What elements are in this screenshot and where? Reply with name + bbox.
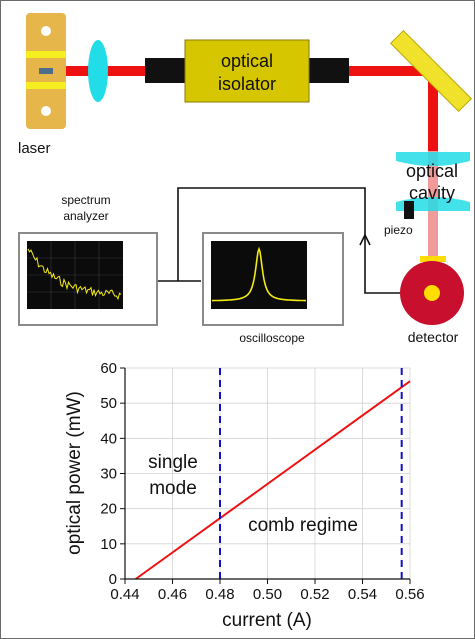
y-tick-label: 60 xyxy=(100,360,117,377)
isolator-left-port xyxy=(145,58,185,83)
wire-feedback-to-piezo xyxy=(177,187,366,281)
oscilloscope: oscilloscope xyxy=(202,232,344,345)
spectrum-analyzer: spectrum analyzer xyxy=(18,193,158,326)
y-tick-label: 50 xyxy=(100,395,117,412)
optical-isolator: optical isolator xyxy=(145,39,349,103)
spectrum-label-line2: analyzer xyxy=(63,209,108,223)
chart-series xyxy=(135,380,411,580)
spectrum-trace xyxy=(27,248,122,301)
laser-stripe-bottom xyxy=(26,82,66,89)
chart-axes xyxy=(124,368,410,580)
setup-schematic: laser optical isolator optical cavity pi… xyxy=(18,13,473,345)
cavity-label-line2: cavity xyxy=(409,183,455,203)
x-tick-label: 0.56 xyxy=(395,586,424,603)
x-tick-label: 0.50 xyxy=(253,586,282,603)
beam-vertical xyxy=(428,71,438,151)
isolator-body xyxy=(184,39,310,103)
x-tick-label: 0.46 xyxy=(158,586,187,603)
y-tick-label: 30 xyxy=(100,466,117,483)
lens xyxy=(88,40,108,102)
isolator-right-port xyxy=(309,58,349,83)
laser-hole-bottom xyxy=(41,106,51,116)
laser-label: laser xyxy=(18,140,51,157)
y-tick-label: 10 xyxy=(100,536,117,553)
detector-center xyxy=(424,285,440,301)
power-line xyxy=(135,380,411,580)
x-tick-label: 0.52 xyxy=(300,586,329,603)
isolator-label-line1: optical xyxy=(221,51,273,71)
wire-detector-to-scope xyxy=(364,235,400,294)
detector: detector xyxy=(400,256,464,345)
piezo-label: piezo xyxy=(384,223,413,237)
detector-window xyxy=(420,256,446,262)
x-tick-label: 0.54 xyxy=(348,586,377,603)
oscilloscope-trace xyxy=(212,246,306,302)
single-mode-label-line2: mode xyxy=(149,478,197,499)
x-axis-label: current (A) xyxy=(222,610,312,631)
detector-label: detector xyxy=(408,329,459,345)
wire-arrow xyxy=(359,233,371,246)
cavity-mirror-bottom xyxy=(396,197,470,211)
laser-stripe-top xyxy=(26,51,66,58)
comb-regime-label: comb regime xyxy=(248,515,358,536)
chart-ticks: 0.44 0.46 0.48 0.50 0.52 0.54 0.56 0 10 20 30 40 50 6… xyxy=(100,360,424,603)
single-mode-label-line1: single xyxy=(148,452,198,473)
power-vs-current-chart: 0.44 0.46 0.48 0.50 0.52 0.54 0.56 0 10 20 30 40 50 6… xyxy=(64,360,425,631)
oscilloscope-label: oscilloscope xyxy=(239,331,305,345)
mirror xyxy=(389,29,473,113)
piezo xyxy=(404,201,414,219)
y-axis-label: optical power (mW) xyxy=(64,391,85,555)
laser-chip xyxy=(39,68,53,74)
laser-source: laser xyxy=(18,13,66,157)
cavity-label-line1: optical xyxy=(406,161,458,181)
x-tick-label: 0.48 xyxy=(205,586,234,603)
oscilloscope-screen xyxy=(211,241,307,309)
y-tick-label: 40 xyxy=(100,430,117,447)
y-tick-label: 0 xyxy=(109,571,117,588)
cavity-mirror-top xyxy=(396,152,470,166)
x-tick-label: 0.44 xyxy=(110,586,139,603)
optical-cavity: optical cavity xyxy=(396,152,470,211)
beam-cone xyxy=(53,67,87,75)
y-tick-label: 20 xyxy=(100,501,117,518)
signal-wires xyxy=(157,187,400,294)
laser-hole-top xyxy=(41,26,51,36)
isolator-label-line2: isolator xyxy=(218,74,276,94)
spectrum-label-line1: spectrum xyxy=(61,193,110,207)
